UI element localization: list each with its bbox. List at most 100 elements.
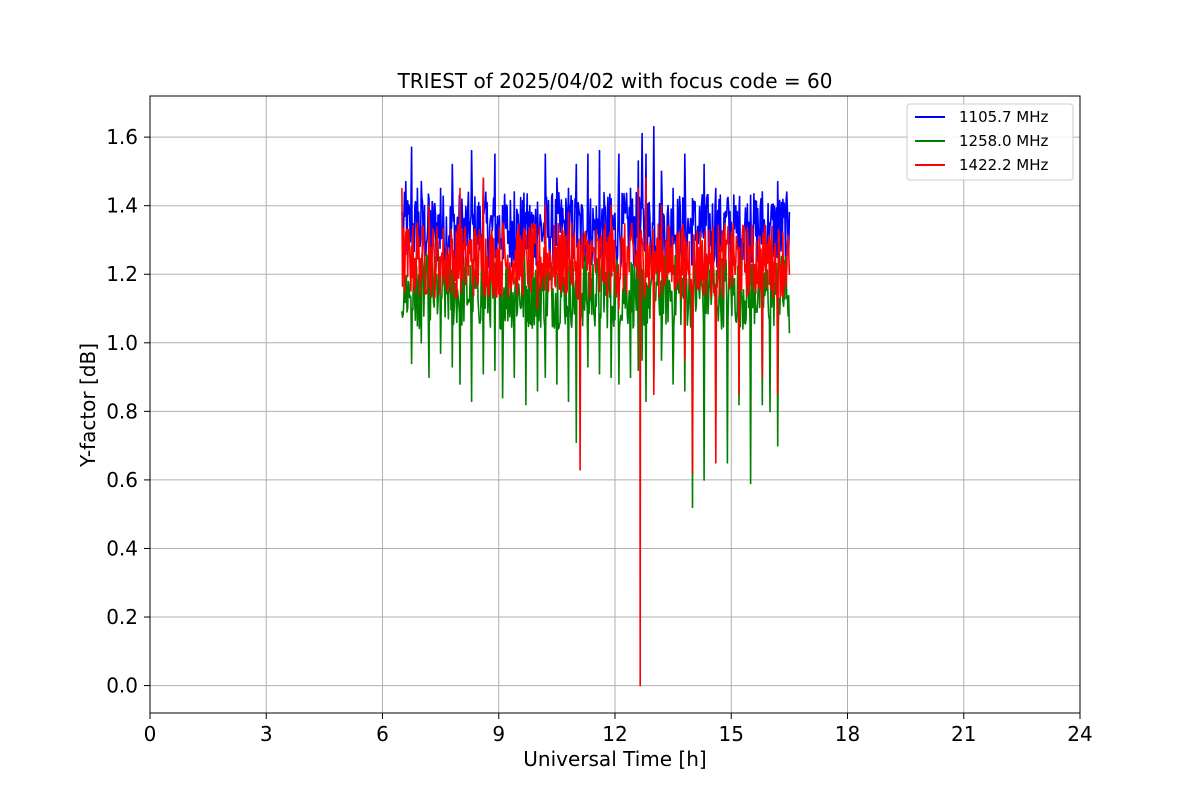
data-point [525,211,527,214]
data-point [691,198,694,200]
data-point [672,187,674,190]
data-point [610,376,612,378]
y-tick-label: 1.2 [106,262,138,286]
data-point [641,239,643,241]
data-point [683,389,686,392]
y-tick-label: 1.6 [106,125,138,149]
data-point [439,256,442,258]
data-point [575,290,578,293]
data-point [451,365,454,368]
data-point [788,211,791,214]
data-point [645,400,647,402]
data-point [776,180,779,183]
y-tick-label: 0.6 [106,468,138,492]
data-point [769,410,771,413]
data-point [683,359,686,361]
data-point [691,472,694,474]
data-point [761,376,764,378]
data-point [637,187,640,190]
y-tick-label: 0.0 [106,674,138,698]
data-point [637,160,640,162]
legend-label: 1258.0 MHz [959,132,1048,150]
x-axis: 0 3 6 9 12 15 18 21 24 [144,713,1093,746]
data-point [641,359,643,361]
data-point [645,177,647,180]
data-point [637,369,640,372]
data-point [610,198,612,200]
y-tick-label: 0.4 [106,536,138,560]
y-tick-label: 0.8 [106,399,138,423]
data-point [525,403,527,406]
data-point [575,163,578,166]
x-tick-label: 0 [144,722,157,746]
data-point [618,307,620,310]
data-point [629,239,632,241]
data-point [579,468,581,471]
data-point [513,191,516,193]
data-point [459,383,461,385]
data-point [726,461,729,464]
legend: 1105.7 MHz 1258.0 MHz 1422.2 MHz [906,103,1074,181]
y-axis: 0.0 0.2 0.4 0.6 0.8 1.0 1.2 1.4 1.6 [106,125,150,698]
data-point [652,393,655,396]
data-point [451,239,454,241]
data-point [749,194,752,197]
data-point [629,187,632,190]
data-point [587,239,589,241]
data-point [404,232,407,234]
x-tick-label: 18 [835,722,860,746]
data-point [645,153,647,156]
data-point [416,222,419,224]
data-point [459,187,461,190]
data-point [501,396,504,399]
data-point [691,506,694,509]
data-point [749,482,752,485]
x-tick-label: 21 [951,722,976,746]
y-axis-label: Y-factor [dB] [76,343,100,468]
data-point [544,153,547,156]
data-point [501,222,504,224]
legend-label: 1105.7 MHz [959,108,1048,126]
data-point [428,376,430,378]
data-point [598,150,601,152]
series-line-3 [401,177,791,687]
data-point [567,211,570,214]
data-point [513,266,516,269]
x-tick-label: 3 [260,722,273,746]
data-point [618,383,620,385]
data-point [470,239,473,241]
data-point [401,187,403,190]
x-tick-label: 15 [719,722,744,746]
data-point [788,331,791,334]
data-point [703,479,705,481]
legend-box [906,103,1074,181]
data-point [639,684,641,687]
data-point [738,403,740,406]
y-tick-label: 0.2 [106,605,138,629]
data-point [416,324,419,327]
data-point [536,201,539,204]
x-tick-label: 9 [492,722,505,746]
data-point [749,256,752,258]
data-point [416,187,419,190]
data-point [501,204,504,207]
data-point [660,359,663,361]
data-point [769,222,771,224]
data-point [683,153,686,156]
data-point [672,383,674,385]
data-point [575,441,578,444]
data-point [610,204,612,207]
data-point [660,204,663,207]
y-tick-label: 1.0 [106,331,138,355]
data-point [587,153,589,156]
data-point [494,153,496,156]
data-point [482,177,485,180]
data-point [726,239,729,241]
data-point [494,273,496,276]
data-point [652,126,655,128]
data-point [470,150,473,152]
data-point [536,307,539,310]
data-point [567,400,570,402]
data-point [525,239,527,241]
